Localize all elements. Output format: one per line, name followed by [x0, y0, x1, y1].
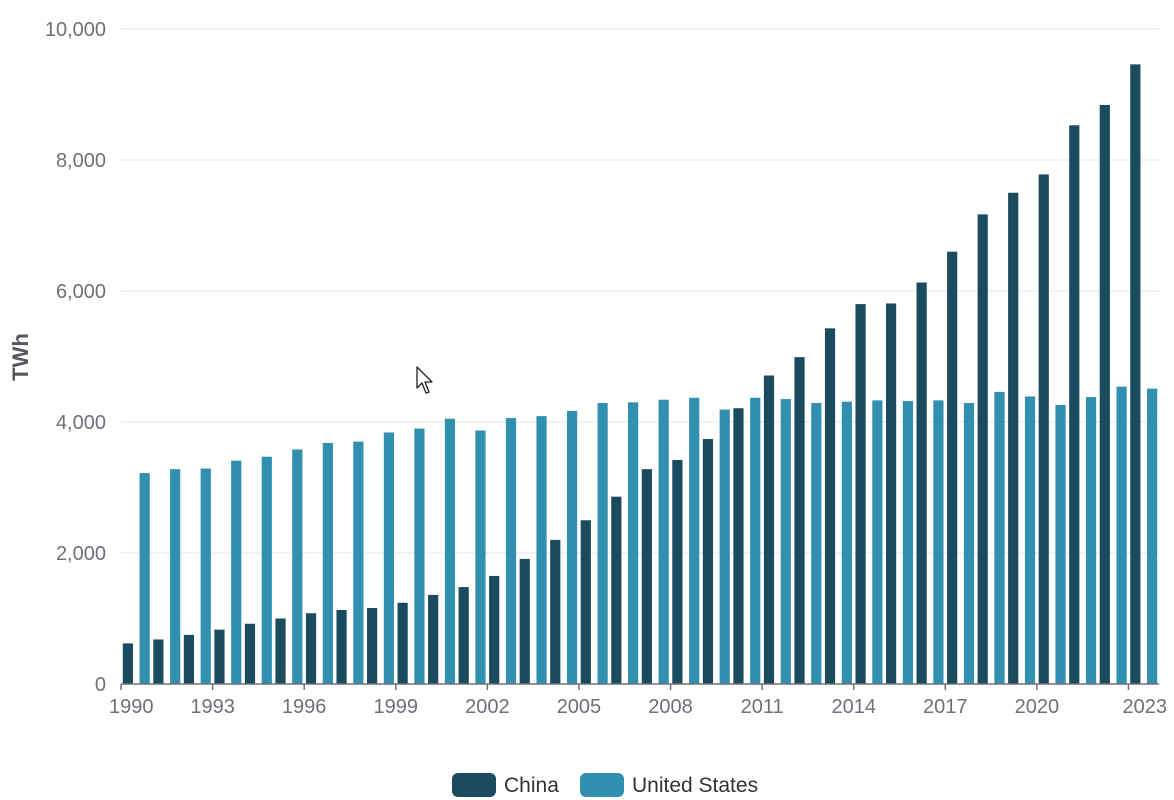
- bar-united-states-1995[interactable]: [292, 449, 303, 684]
- bar-china-2016[interactable]: [916, 282, 927, 684]
- bar-china-1992[interactable]: [183, 634, 195, 684]
- bar-united-states-1991[interactable]: [170, 469, 181, 684]
- y-tick-label: 10,000: [45, 19, 106, 41]
- bar-china-2005[interactable]: [580, 520, 591, 684]
- bar-united-states-2007[interactable]: [658, 399, 669, 684]
- bar-china-1999[interactable]: [397, 602, 408, 684]
- bar-united-states-2013[interactable]: [841, 401, 852, 684]
- bar-china-1998[interactable]: [367, 608, 378, 684]
- bar-china-2008[interactable]: [672, 459, 683, 684]
- bar-china-2009[interactable]: [702, 439, 714, 684]
- bar-united-states-2006[interactable]: [628, 402, 639, 684]
- bar-china-2003[interactable]: [519, 558, 530, 684]
- bar-united-states-1993[interactable]: [231, 460, 242, 684]
- x-tick-label: 1999: [374, 696, 419, 718]
- bar-united-states-2019[interactable]: [1024, 396, 1036, 684]
- legend-item-china[interactable]: China: [452, 773, 559, 797]
- bar-united-states-1998[interactable]: [383, 432, 394, 684]
- bar-china-2001[interactable]: [458, 587, 469, 684]
- bar-china-1994[interactable]: [244, 623, 256, 684]
- bar-china-2022[interactable]: [1099, 104, 1110, 685]
- bar-china-2019[interactable]: [1008, 192, 1019, 684]
- bar-united-states-2002[interactable]: [505, 418, 517, 684]
- bar-china-2004[interactable]: [550, 539, 561, 684]
- bar-china-2010[interactable]: [733, 408, 744, 684]
- bar-china-2006[interactable]: [611, 496, 622, 684]
- y-tick-label: 8,000: [56, 150, 106, 172]
- bar-united-states-1997[interactable]: [353, 441, 364, 684]
- bar-united-states-1994[interactable]: [261, 456, 272, 684]
- x-tick-label: 1993: [190, 696, 235, 718]
- legend-item-united-states[interactable]: United States: [580, 773, 758, 797]
- x-tick-label: 2008: [648, 696, 693, 718]
- bar-united-states-2018[interactable]: [994, 391, 1005, 684]
- bar-united-states-2000[interactable]: [444, 418, 456, 684]
- bar-united-states-2016[interactable]: [933, 400, 944, 684]
- y-tick-label: 2,000: [56, 543, 106, 565]
- bar-china-1995[interactable]: [275, 618, 286, 685]
- bar-china-1991[interactable]: [153, 639, 164, 684]
- bar-united-states-2023[interactable]: [1147, 388, 1158, 684]
- bar-china-2015[interactable]: [886, 303, 897, 684]
- bar-united-states-1992[interactable]: [200, 468, 211, 684]
- bar-united-states-1999[interactable]: [414, 428, 425, 684]
- bar-united-states-2014[interactable]: [872, 400, 883, 684]
- bar-united-states-2009[interactable]: [719, 409, 730, 684]
- bar-united-states-2004[interactable]: [566, 410, 578, 684]
- bar-united-states-2017[interactable]: [963, 403, 975, 684]
- x-tick-label: 2020: [1015, 696, 1060, 718]
- bar-united-states-2015[interactable]: [902, 401, 913, 684]
- x-tick-label: 2014: [831, 696, 876, 718]
- bar-united-states-2020[interactable]: [1055, 404, 1066, 684]
- bar-china-2002[interactable]: [489, 575, 500, 684]
- y-tick-label: 4,000: [56, 412, 106, 434]
- bar-united-states-2008[interactable]: [689, 397, 700, 684]
- x-tick-label: 1990: [109, 696, 154, 718]
- legend-swatch: [580, 773, 624, 797]
- bar-united-states-2005[interactable]: [597, 403, 608, 684]
- axes: 0 2,000 4,000 6,000 8,000 10,000 1990 1993 1996 1…: [45, 19, 1167, 718]
- y-tick-label: 0: [95, 674, 106, 696]
- bar-united-states-1990[interactable]: [139, 473, 150, 684]
- x-tick-label: 2002: [465, 696, 510, 718]
- y-axis-title: TWh: [8, 333, 33, 381]
- bar-united-states-2010[interactable]: [750, 397, 761, 684]
- bar-china-1996[interactable]: [305, 613, 317, 684]
- bar-china-2014[interactable]: [855, 304, 866, 684]
- bar-china-2007[interactable]: [641, 469, 652, 684]
- legend-label: China: [504, 774, 559, 797]
- x-tick-label: 2005: [557, 696, 602, 718]
- legend-swatch: [452, 773, 496, 797]
- bar-china-2000[interactable]: [428, 594, 439, 684]
- bar-china-2018[interactable]: [977, 214, 988, 685]
- bar-china-1990[interactable]: [122, 643, 133, 684]
- x-tick-label: 2017: [923, 696, 968, 718]
- bar-united-states-2011[interactable]: [780, 399, 791, 684]
- y-tick-label: 6,000: [56, 281, 106, 303]
- mouse-cursor-icon: [416, 366, 433, 394]
- bar-china-2012[interactable]: [794, 357, 805, 684]
- bar-united-states-2003[interactable]: [536, 416, 547, 684]
- bar-china-1997[interactable]: [336, 609, 347, 684]
- x-tick-label: 2011: [741, 696, 784, 718]
- x-tick-label: 2023: [1123, 696, 1168, 718]
- legend[interactable]: China United States: [452, 773, 758, 797]
- bar-united-states-2022[interactable]: [1116, 386, 1127, 684]
- bars: [122, 64, 1158, 685]
- bar-china-2013[interactable]: [824, 328, 836, 684]
- x-tick-label: 1996: [282, 696, 327, 718]
- bar-united-states-2021[interactable]: [1085, 397, 1097, 684]
- bar-united-states-1996[interactable]: [322, 442, 333, 684]
- bar-china-2021[interactable]: [1069, 125, 1080, 684]
- bar-china-2023[interactable]: [1130, 64, 1141, 685]
- legend-label: United States: [632, 774, 758, 797]
- bar-china-1993[interactable]: [214, 629, 225, 684]
- bar-china-2011[interactable]: [763, 375, 775, 684]
- bar-china-2017[interactable]: [947, 251, 958, 684]
- bar-china-2020[interactable]: [1038, 174, 1049, 684]
- bar-united-states-2012[interactable]: [811, 403, 822, 684]
- bar-united-states-2001[interactable]: [475, 430, 486, 684]
